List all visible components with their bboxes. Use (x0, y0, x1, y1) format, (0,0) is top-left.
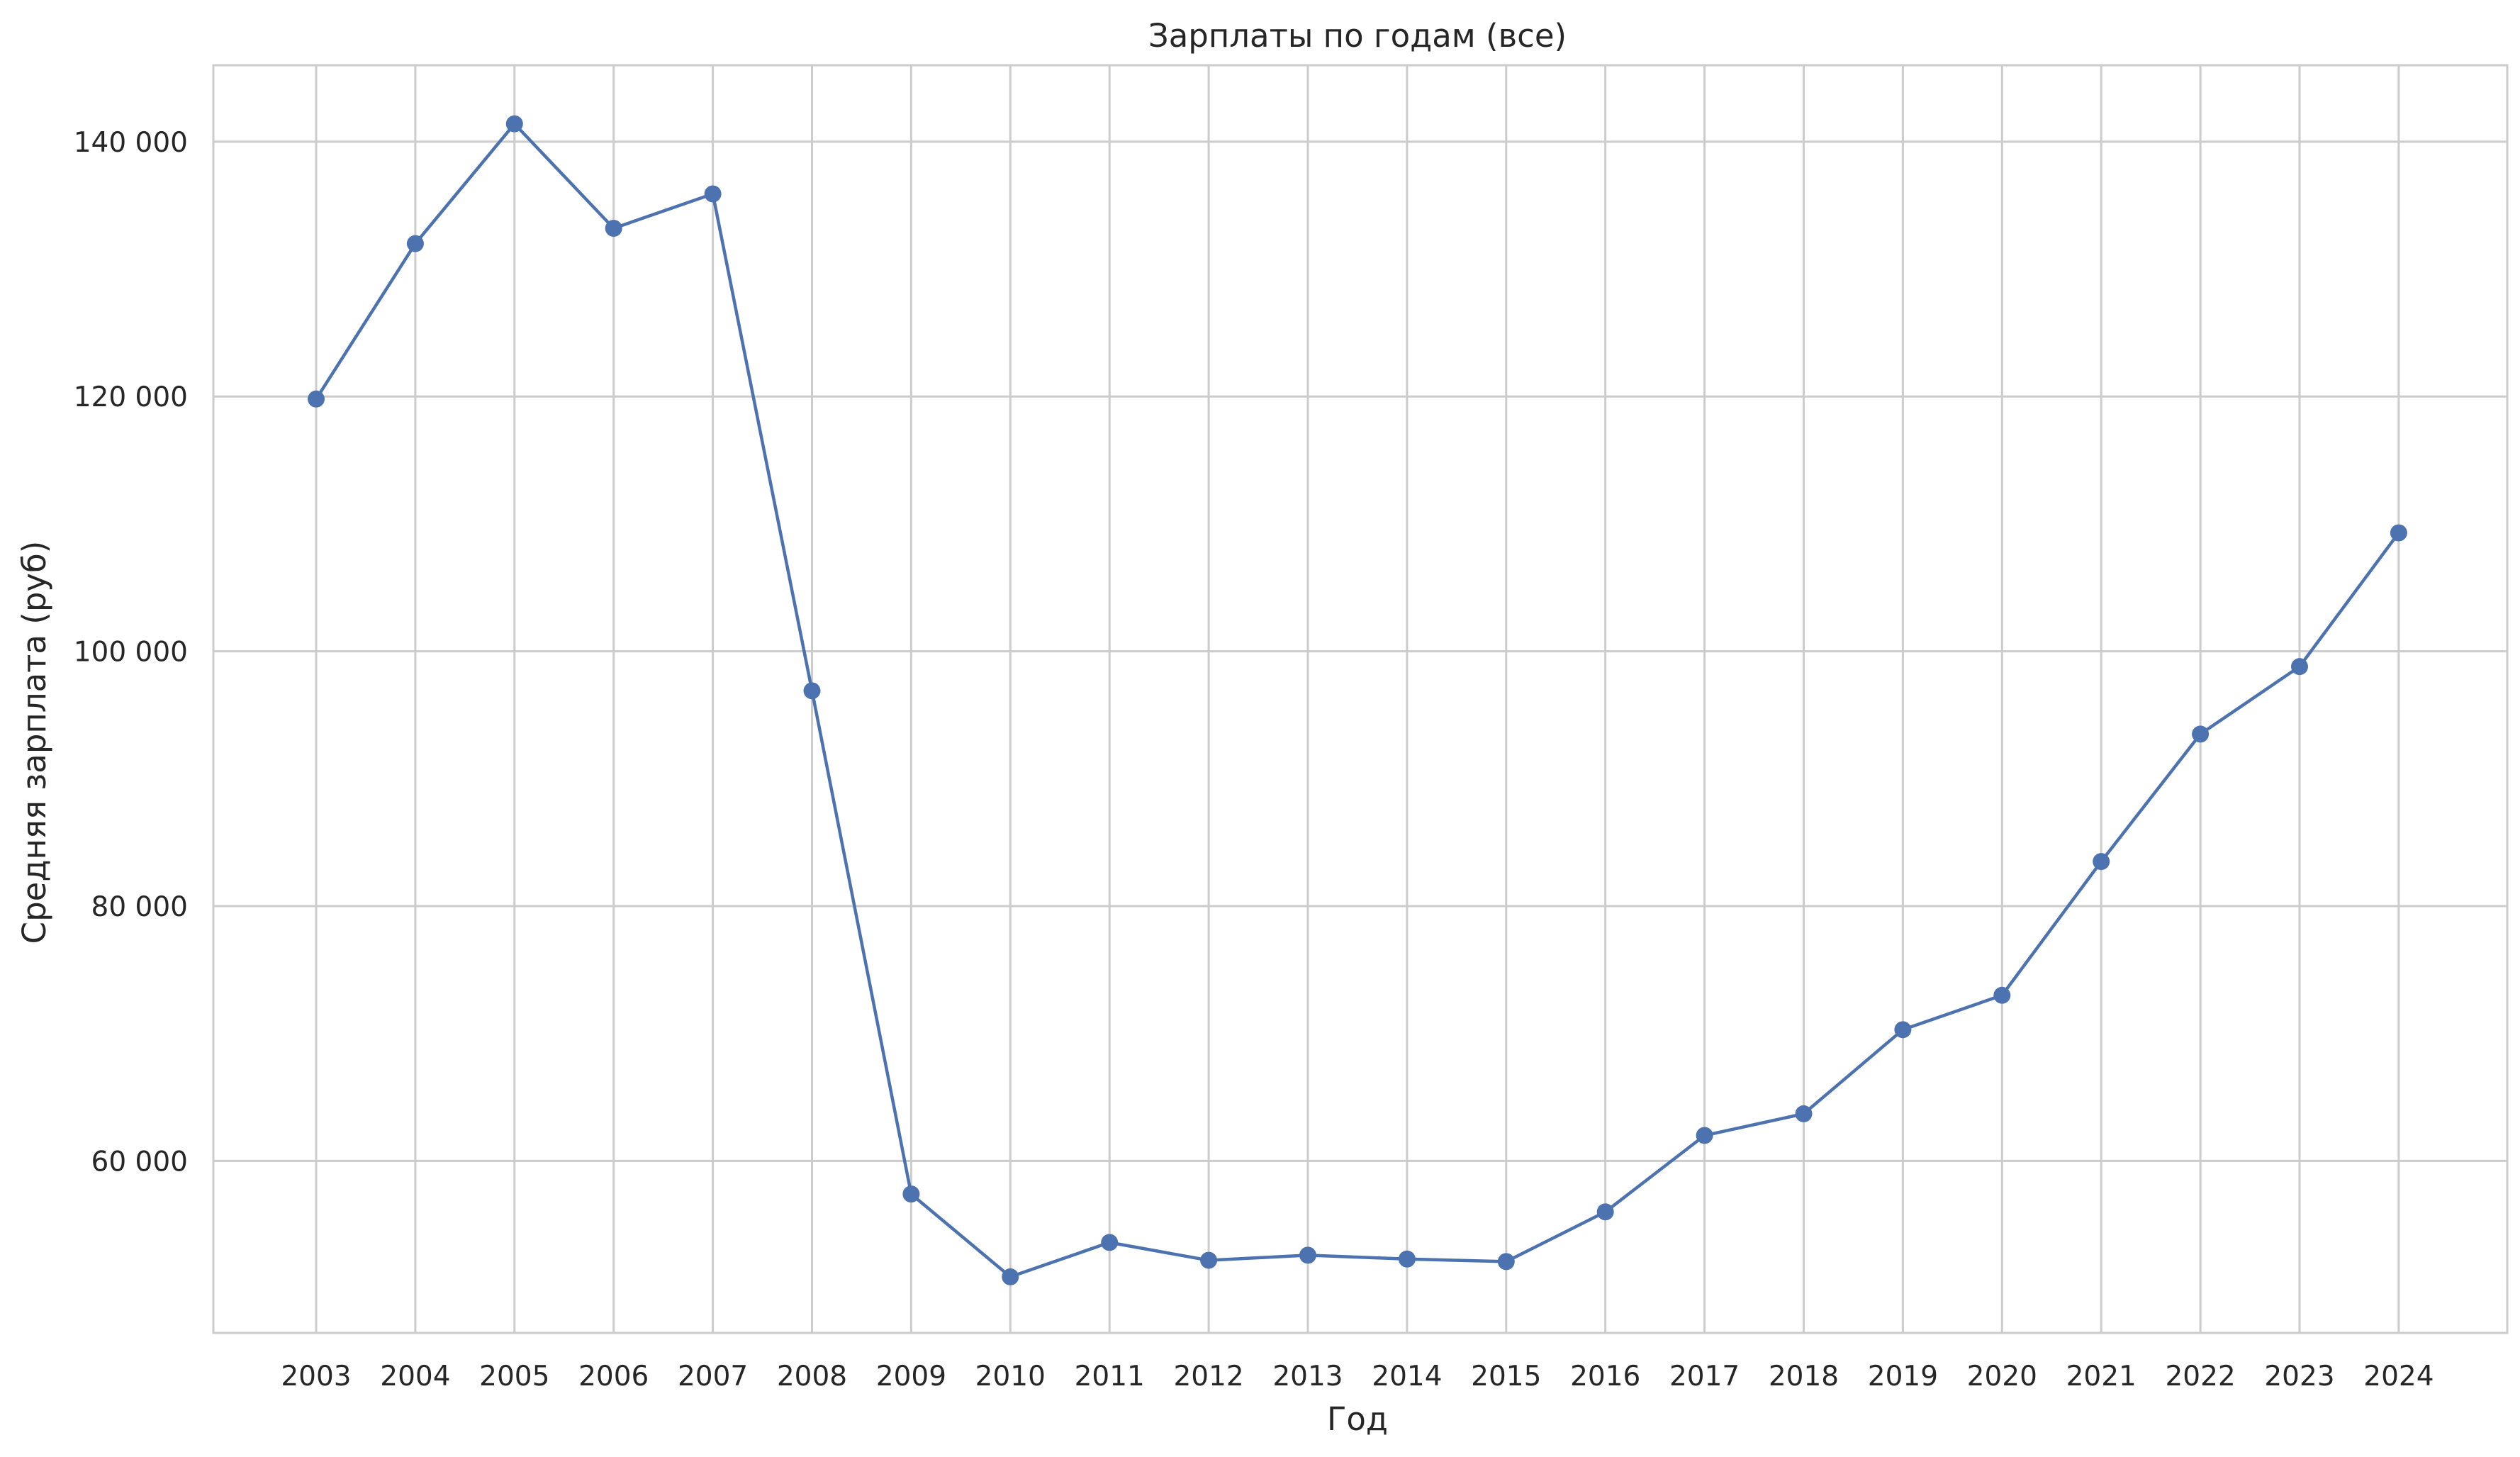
x-tick-label: 2016 (1570, 1361, 1640, 1392)
x-tick-label: 2020 (1967, 1361, 2037, 1392)
y-tick-label: 80 000 (91, 891, 188, 923)
data-point (902, 1185, 920, 1203)
data-point (605, 220, 622, 238)
y-tick-label: 120 000 (74, 381, 188, 413)
data-point (2093, 853, 2110, 871)
x-tick-label: 2015 (1471, 1361, 1541, 1392)
x-tick-label: 2006 (578, 1361, 649, 1392)
series (308, 115, 2407, 1285)
x-tick-label: 2019 (1868, 1361, 1938, 1392)
x-tick-label: 2018 (1769, 1361, 1839, 1392)
x-tick-labels: 2003 2004 2005 2006 2007 2008 2009 2010 2011 2012… (281, 1361, 2434, 1392)
data-point (1497, 1253, 1515, 1271)
y-tick-label: 100 000 (74, 637, 188, 669)
y-tick-label: 60 000 (91, 1146, 188, 1178)
y-axis-label: Средняя зарплата (руб) (16, 541, 53, 944)
x-tick-label: 2023 (2264, 1361, 2334, 1392)
chart-title: Зарплаты по годам (все) (1148, 17, 1567, 55)
y-tick-label: 140 000 (74, 127, 188, 159)
x-tick-label: 2021 (2066, 1361, 2137, 1392)
x-tick-label: 2009 (876, 1361, 946, 1392)
plot-frame (212, 64, 2509, 1334)
data-point (1993, 986, 2011, 1004)
data-point (1795, 1105, 1813, 1122)
data-point (2390, 524, 2407, 542)
x-tick-label: 2005 (479, 1361, 549, 1392)
data-point (2291, 658, 2308, 676)
data-point (1398, 1250, 1416, 1268)
data-point (1696, 1127, 1713, 1144)
data-point (1002, 1268, 1019, 1285)
x-tick-label: 2022 (2165, 1361, 2235, 1392)
x-tick-label: 2003 (281, 1361, 351, 1392)
x-tick-label: 2012 (1173, 1361, 1243, 1392)
x-tick-label: 2017 (1669, 1361, 1740, 1392)
grid (213, 65, 2507, 1333)
y-tick-labels: 60 000 80 000 100 000 120 000 140 000 (74, 127, 188, 1178)
x-tick-label: 2010 (975, 1361, 1046, 1392)
data-point (1596, 1203, 1614, 1221)
x-tick-label: 2004 (380, 1361, 450, 1392)
x-tick-label: 2014 (1372, 1361, 1442, 1392)
data-point (2192, 725, 2210, 743)
x-tick-label: 2008 (777, 1361, 847, 1392)
data-point (1894, 1021, 1912, 1039)
x-tick-label: 2024 (2363, 1361, 2434, 1392)
x-tick-label: 2013 (1272, 1361, 1343, 1392)
data-point (803, 682, 821, 700)
data-point (406, 235, 424, 252)
data-point (308, 390, 325, 408)
data-point (1299, 1246, 1316, 1264)
series-line (314, 122, 2401, 1279)
x-tick-label: 2007 (678, 1361, 748, 1392)
data-point (505, 115, 523, 133)
data-point (1200, 1251, 1218, 1269)
x-tick-label: 2011 (1075, 1361, 1145, 1392)
x-axis-label: Год (1327, 1400, 1388, 1438)
data-point (704, 185, 722, 203)
data-point (1101, 1234, 1119, 1251)
